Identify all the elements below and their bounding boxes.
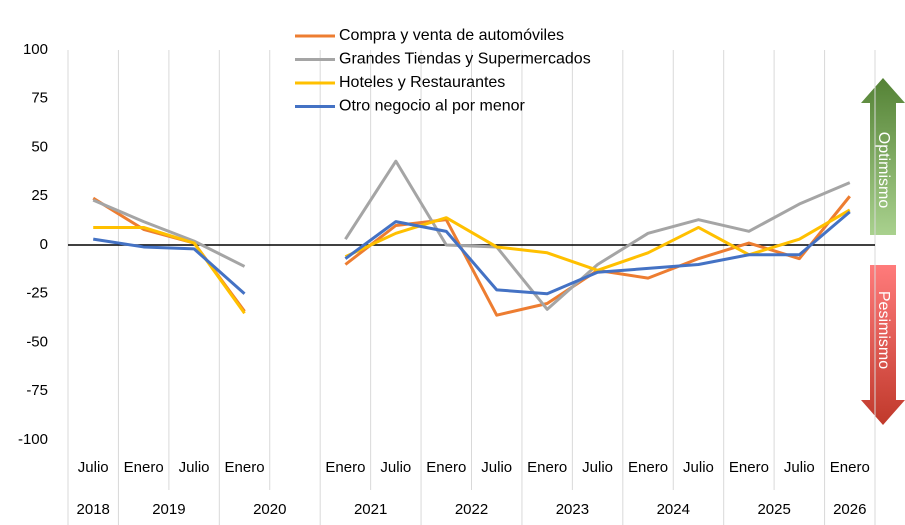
x-tick-label: Enero — [225, 459, 265, 476]
y-tick-label: -75 — [26, 382, 48, 399]
annotation: Optimismo — [875, 132, 892, 209]
legend-label: Otro negocio al por menor — [339, 98, 526, 115]
x-tick-label: Julio — [78, 459, 109, 476]
year-label: 2022 — [455, 501, 488, 518]
x-tick-label: Julio — [683, 459, 714, 476]
y-tick-label: -25 — [26, 285, 48, 302]
y-tick-label: 25 — [31, 187, 48, 204]
year-label: 2020 — [253, 501, 286, 518]
x-tick-label: Enero — [729, 459, 769, 476]
year-label: 2025 — [757, 501, 790, 518]
year-label: 2024 — [657, 501, 690, 518]
x-tick-label: Enero — [628, 459, 668, 476]
optimism-arrow — [861, 78, 905, 235]
legend-label: Compra y venta de automóviles — [339, 27, 564, 44]
y-tick-label: 100 — [23, 41, 48, 58]
x-tick-label: Enero — [426, 459, 466, 476]
series-line — [92, 237, 246, 295]
year-label: 2018 — [77, 501, 110, 518]
x-tick-label: Julio — [380, 459, 411, 476]
y-tick-label: 0 — [40, 236, 48, 253]
x-tick-label: Julio — [481, 459, 512, 476]
series-line — [344, 210, 851, 296]
legend-label: Hoteles y Restaurantes — [339, 74, 505, 91]
series-line — [344, 159, 851, 311]
x-tick-label: Enero — [124, 459, 164, 476]
x-tick-label: Enero — [325, 459, 365, 476]
y-tick-label: 50 — [31, 138, 48, 155]
x-tick-label: Julio — [582, 459, 613, 476]
series-line — [344, 208, 851, 272]
pessimism-arrow — [861, 265, 905, 425]
x-tick-label: Julio — [784, 459, 815, 476]
x-tick-label: Enero — [830, 459, 870, 476]
year-label: 2021 — [354, 501, 387, 518]
y-tick-label: 75 — [31, 90, 48, 107]
year-label: 2023 — [556, 501, 589, 518]
legend-label: Grandes Tiendas y Supermercados — [339, 51, 591, 68]
y-tick-label: -50 — [26, 333, 48, 350]
series-line — [92, 198, 246, 268]
year-label: 2019 — [152, 501, 185, 518]
y-tick-label: -100 — [18, 431, 48, 448]
annotation: Pesimismo — [875, 291, 892, 369]
x-tick-label: Julio — [179, 459, 210, 476]
x-tick-label: Enero — [527, 459, 567, 476]
series-line — [93, 225, 246, 315]
year-label: 2026 — [833, 501, 866, 518]
